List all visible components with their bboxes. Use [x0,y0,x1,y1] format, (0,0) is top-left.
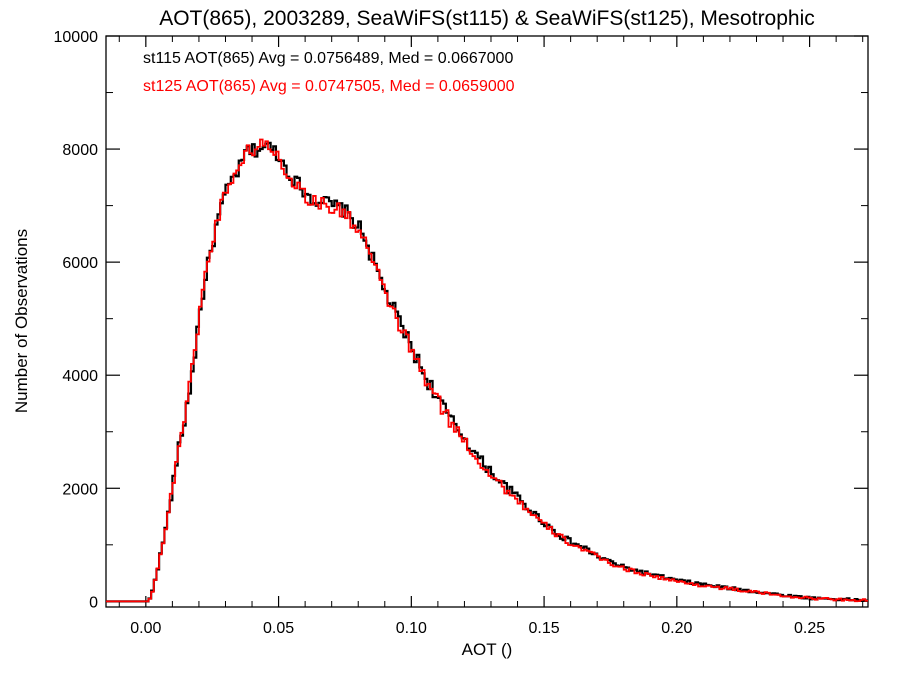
plot-frame [105,35,869,608]
x-tick-label: 0.10 [396,620,427,637]
x-tick-label: 0.20 [661,620,692,637]
y-axis-label: Number of Observations [12,229,31,413]
y-axis-ticks: 0 2000 4000 6000 8000 10000 [54,29,868,611]
x-tick-label: 0.05 [263,620,294,637]
x-axis-label: AOT () [462,640,513,659]
y-tick-label: 0 [89,594,98,611]
legend-entry-st125: st125 AOT(865) Avg = 0.0747505, Med = 0.… [143,78,515,95]
chart-title: AOT(865), 2003289, SeaWiFS(st115) & SeaW… [159,7,815,30]
y-tick-label: 6000 [62,255,98,272]
legend-entry-st115: st115 AOT(865) Avg = 0.0756489, Med = 0.… [143,50,513,67]
y-tick-label: 4000 [62,368,98,385]
x-tick-label: 0.25 [794,620,825,637]
y-tick-label: 8000 [62,142,98,159]
y-tick-label: 10000 [54,29,99,46]
x-tick-label: 0.00 [130,620,161,637]
x-tick-label: 0.15 [529,620,560,637]
y-tick-label: 2000 [62,481,98,498]
x-axis-ticks: 0.00 0.05 0.10 0.15 0.20 0.25 [118,36,864,637]
series-layer [106,138,868,603]
histogram-series-st125 [106,138,868,603]
